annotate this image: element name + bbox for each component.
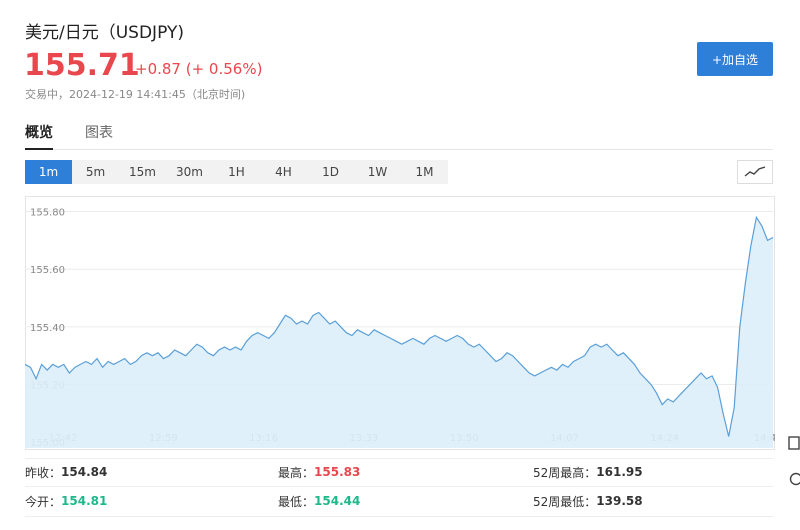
price-line <box>24 215 774 437</box>
trading-status: 交易中，2024-12-19 14:41:45（北京时间) <box>25 88 246 101</box>
stat-high: 最高： 155.83 <box>278 460 360 484</box>
range-1w[interactable]: 1W <box>367 165 388 179</box>
stat-prev-close: 昨收： 154.84 <box>25 460 107 484</box>
stat-value: 154.44 <box>314 494 361 508</box>
range-5m[interactable]: 5m <box>85 165 106 179</box>
range-15m[interactable]: 15m <box>129 165 156 179</box>
stat-label: 52周最高： <box>533 465 597 480</box>
page-title: 美元/日元（USDJPY) <box>25 23 184 43</box>
tab-overview[interactable]: 概览 <box>25 122 53 150</box>
price-chart-svg: 155.80155.60155.40155.20155.0012:4212:59… <box>24 196 776 450</box>
add-watchlist-button[interactable]: +加自选 <box>697 42 773 76</box>
range-1d[interactable]: 1D <box>322 165 339 179</box>
stat-value: 155.83 <box>314 465 361 479</box>
divider <box>25 458 773 459</box>
stats-panel: 昨收： 154.84 今开： 154.81 最高： 155.83 最低： 154… <box>25 458 773 530</box>
line-chart-icon <box>744 166 766 177</box>
stat-low: 最低： 154.44 <box>278 489 360 513</box>
time-range-selector: 1m 5m 15m 30m 1H 4H 1D 1W 1M <box>25 160 448 184</box>
y-tick-label: 155.60 <box>30 265 65 276</box>
chart-type-button[interactable] <box>737 160 773 184</box>
tab-chart[interactable]: 图表 <box>85 125 113 141</box>
range-4h[interactable]: 4H <box>275 165 292 179</box>
range-1h[interactable]: 1H <box>228 165 245 179</box>
y-tick-label: 155.80 <box>30 208 65 219</box>
stat-label: 最高： <box>278 465 315 480</box>
current-price: 155.71 <box>24 48 140 83</box>
stat-open: 今开： 154.81 <box>25 489 107 513</box>
range-1m[interactable]: 1m <box>25 160 72 184</box>
stat-label: 52周最低： <box>533 494 597 509</box>
stat-label: 最低： <box>278 494 315 509</box>
copy-icon[interactable] <box>788 436 800 452</box>
stat-value: 139.58 <box>596 494 643 508</box>
price-area <box>25 217 773 448</box>
stat-label: 今开： <box>25 494 62 509</box>
view-tabs: 概览 图表 <box>25 122 773 150</box>
stat-52w-high: 52周最高： 161.95 <box>533 460 643 484</box>
chart-frame <box>25 196 775 450</box>
divider <box>25 516 773 517</box>
stat-52w-low: 52周最低： 139.58 <box>533 489 643 513</box>
range-30m[interactable]: 30m <box>176 165 203 179</box>
stat-value: 154.81 <box>61 494 108 508</box>
y-tick-label: 155.40 <box>30 323 65 334</box>
price-change: +0.87 (+ 0.56%) <box>135 60 263 78</box>
help-icon[interactable] <box>788 472 800 488</box>
stat-value: 161.95 <box>596 465 643 479</box>
price-chart: 155.80155.60155.40155.20155.0012:4212:59… <box>24 196 776 450</box>
divider <box>25 486 773 487</box>
stat-label: 昨收： <box>25 465 62 480</box>
stat-value: 154.84 <box>61 465 108 479</box>
range-1mo[interactable]: 1M <box>415 165 434 179</box>
